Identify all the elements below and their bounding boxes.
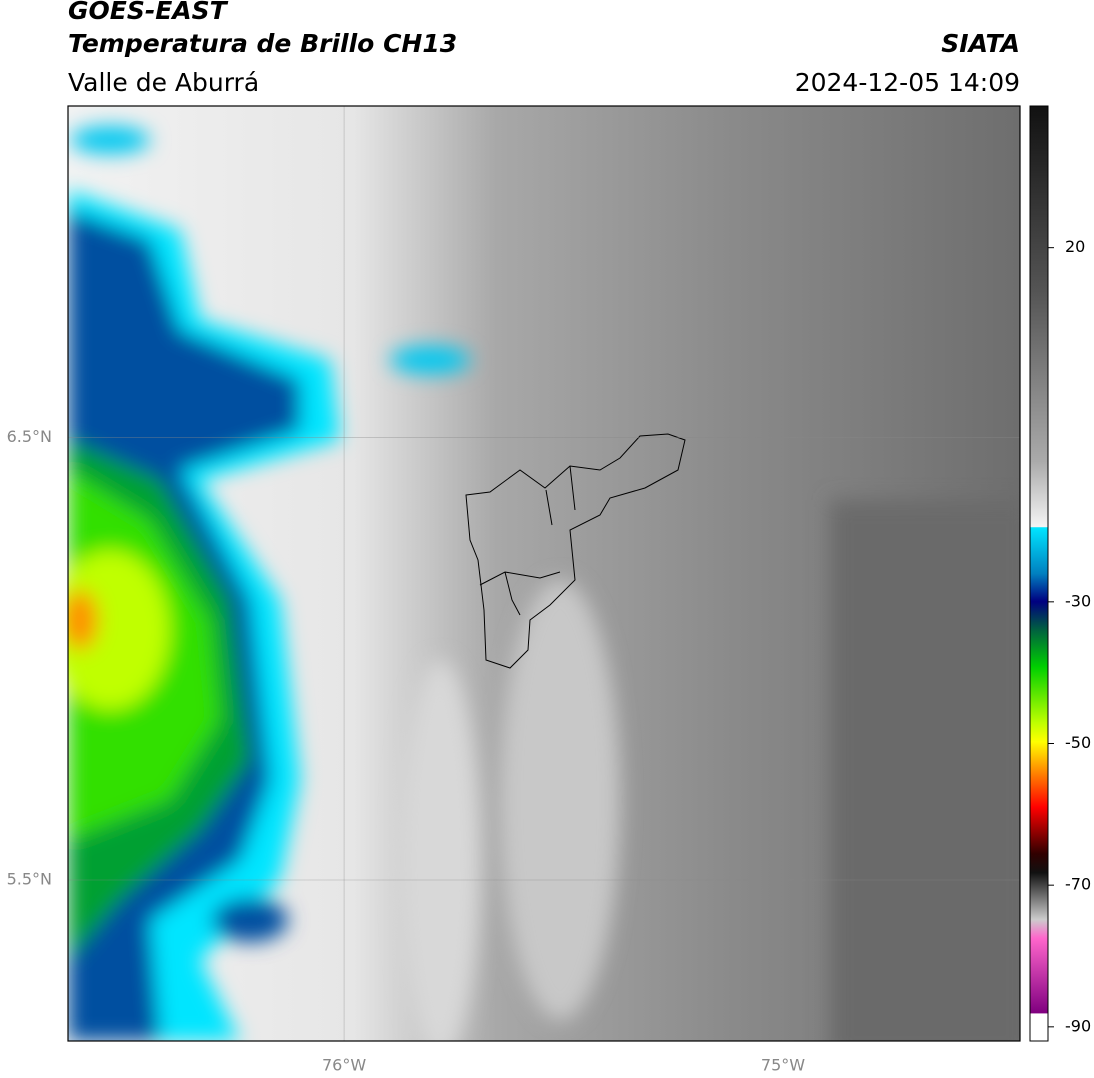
- datetime: 2024-12-05 14:09: [795, 68, 1020, 97]
- region: Valle de Aburrá: [68, 68, 259, 97]
- colorbar-tick-label: 20: [1065, 237, 1085, 256]
- municipal-boundaries: [465, 433, 686, 669]
- y-tick-label: 6.5°N: [7, 427, 52, 446]
- satellite-image: [68, 106, 1020, 1041]
- x-tick-label: 75°W: [761, 1056, 805, 1075]
- colorbar-tick-label: -30: [1065, 591, 1091, 610]
- map-frame: [67, 105, 1021, 1042]
- x-tick-label: 76°W: [322, 1056, 366, 1075]
- y-tick-label: 5.5°N: [7, 870, 52, 889]
- colorbar: [1029, 105, 1049, 1042]
- colorbar-tick-label: -70: [1065, 875, 1091, 894]
- title: GOES-EAST: [68, 0, 229, 25]
- colorbar-tick-label: -90: [1065, 1016, 1091, 1035]
- source: SIATA: [941, 29, 1020, 58]
- map-grid: [68, 106, 1020, 1041]
- subtitle: Temperatura de Brillo CH13: [68, 29, 457, 58]
- colorbar-tick-label: -50: [1065, 733, 1091, 752]
